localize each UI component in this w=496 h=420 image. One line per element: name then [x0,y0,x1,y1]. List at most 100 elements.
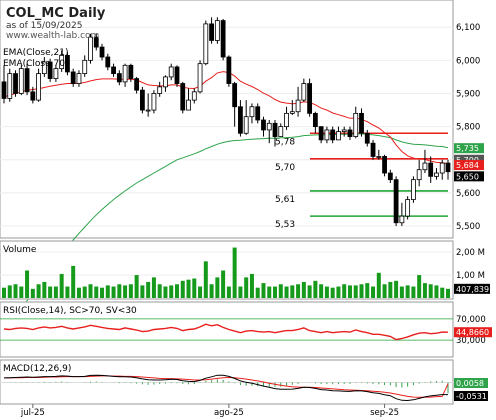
volume-last-label: 407,839 [456,285,489,294]
candle-body [370,142,376,157]
volume-bar [267,286,272,298]
candle-body [318,126,324,141]
volume-panel: 1,00 M 2,00 M 407,839 Volume [0,240,490,300]
candle-body [41,61,47,75]
candle [157,81,163,97]
candle [36,68,41,102]
candle [203,20,209,66]
macd-lines [3,374,449,402]
volume-title: Volume [3,245,37,255]
volume-bar [76,287,81,298]
rsi-line-layer [3,323,449,341]
candle-body [261,119,266,131]
price-marker-box [454,171,484,182]
volume-bar [399,286,404,298]
price-tick-label: 5,600 [456,189,480,199]
candle-body [36,73,41,101]
candle-body [387,172,393,181]
volume-bar [440,287,445,298]
volume-bar [94,286,99,298]
volume-bar [376,272,381,298]
candle [370,139,376,160]
volume-bar [180,280,185,298]
candle-body [180,83,186,111]
volume-tick-label: 2,00 M [456,248,485,258]
x-tick-label: ago-25 [214,408,244,418]
candle [128,63,134,82]
candle-body [1,81,7,99]
candle-body [174,66,180,84]
volume-bar [82,286,87,298]
candle-body [59,54,65,70]
volume-bar [446,288,450,298]
candle [13,70,18,97]
candle [151,90,157,114]
x-axis: jul-25 ago-25 sep-25 [20,404,399,418]
volume-bar [394,280,399,298]
volume-bar [273,286,278,298]
candle-body [312,112,318,128]
candle [139,86,145,114]
candle [445,159,451,180]
price-marker-label: 5,684 [456,161,479,170]
volume-bar [53,286,58,298]
candle [1,65,7,104]
candle [284,106,289,130]
candle-body [284,112,289,128]
candle-body [295,99,301,113]
volume-bar [215,277,220,298]
candle [266,120,272,144]
volume-bar [174,284,179,298]
chart-subtitle: as of 15/09/2025 [6,21,82,31]
volume-bar [36,284,41,298]
price-marker-label: 5,650 [456,172,479,181]
candle-body [18,68,24,94]
candle-body [139,89,145,111]
candle [111,63,116,77]
x-tick-label: sep-25 [370,408,399,418]
candle [41,57,47,77]
candle [341,126,347,137]
candle-body [278,126,284,137]
candle [387,169,393,183]
volume-bar [353,285,358,298]
ema70-legend: EMA(Close,70) [3,59,68,69]
candle-body [163,76,168,88]
candle [59,50,65,72]
candle [261,116,266,137]
volume-bar [405,285,410,298]
volume-bar [284,286,289,298]
candle [93,33,99,51]
candle-body [47,61,53,79]
candle-body [220,20,226,58]
volume-bar [371,286,376,298]
candle-body [226,56,232,84]
volume-bar [65,286,70,298]
volume-bar [417,275,422,298]
volume-bar [117,284,122,298]
candle [411,176,416,203]
candle [174,65,180,87]
candle [416,159,422,187]
volume-bar [290,285,295,298]
price-marker-box [454,160,484,171]
candle [232,81,238,127]
price-level-label: 5,70 [275,163,295,173]
candle [405,196,411,220]
candle-body [445,162,451,173]
x-tick-label: jul-25 [20,408,45,418]
candle-body [330,129,336,141]
volume-bar [232,247,237,298]
volume-bar [19,286,24,298]
volume-bar [296,284,301,298]
rsi-grid [0,318,453,341]
candle [88,33,93,64]
candle-body [53,68,59,79]
candle-body [209,23,214,41]
candle-body [255,106,261,121]
candle [307,78,313,117]
candle [353,106,359,139]
price-level-label: 5,61 [275,195,295,205]
volume-bar [313,280,318,298]
candle [7,68,13,102]
